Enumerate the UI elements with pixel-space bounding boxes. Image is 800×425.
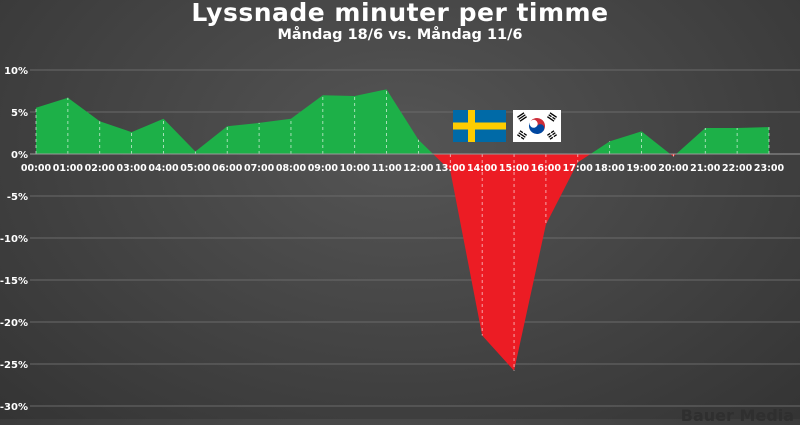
y-tick-label: 0% <box>11 150 28 161</box>
y-tick-label: 5% <box>11 108 28 119</box>
x-tick-label: 15:00 <box>499 163 530 174</box>
x-tick-label: 10:00 <box>340 163 371 174</box>
y-tick-label: -20% <box>0 318 28 329</box>
x-tick-label: 00:00 <box>21 163 52 174</box>
chart-title: Lyssnade minuter per timme <box>191 0 609 27</box>
x-tick-label: 11:00 <box>371 163 402 174</box>
positive-area <box>676 127 769 154</box>
x-tick-label: 21:00 <box>690 163 721 174</box>
x-tick-label: 17:00 <box>563 163 594 174</box>
x-tick-label: 08:00 <box>276 163 307 174</box>
x-tick-label: 16:00 <box>531 163 562 174</box>
brand-logo: Bauer Media <box>680 406 794 425</box>
x-tick-label: 07:00 <box>244 163 275 174</box>
y-tick-label: 10% <box>4 66 28 77</box>
y-tick-label: -10% <box>0 234 28 245</box>
x-tick-label: 05:00 <box>180 163 211 174</box>
positive-area <box>590 131 671 154</box>
x-tick-label: 12:00 <box>403 163 434 174</box>
y-tick-label: -5% <box>7 192 28 203</box>
y-tick-label: -25% <box>0 360 28 371</box>
x-tick-label: 04:00 <box>148 163 179 174</box>
x-tick-label: 09:00 <box>308 163 339 174</box>
negative-area <box>433 154 591 371</box>
sweden-flag-icon <box>453 110 506 142</box>
x-tick-label: 18:00 <box>595 163 626 174</box>
x-tick-label: 02:00 <box>85 163 116 174</box>
positive-area <box>36 89 434 154</box>
x-tick-label: 19:00 <box>626 163 657 174</box>
chart-subtitle: Måndag 18/6 vs. Måndag 11/6 <box>277 27 523 43</box>
x-tick-label: 06:00 <box>212 163 243 174</box>
x-tick-label: 22:00 <box>722 163 753 174</box>
x-tick-label: 01:00 <box>53 163 84 174</box>
south-korea-flag-icon <box>513 110 561 142</box>
x-tick-label: 23:00 <box>754 163 785 174</box>
x-tick-label: 03:00 <box>116 163 147 174</box>
y-tick-label: -30% <box>0 402 28 413</box>
x-tick-label: 20:00 <box>658 163 689 174</box>
y-tick-label: -15% <box>0 276 28 287</box>
x-tick-label: 14:00 <box>467 163 498 174</box>
x-tick-label: 13:00 <box>435 163 466 174</box>
